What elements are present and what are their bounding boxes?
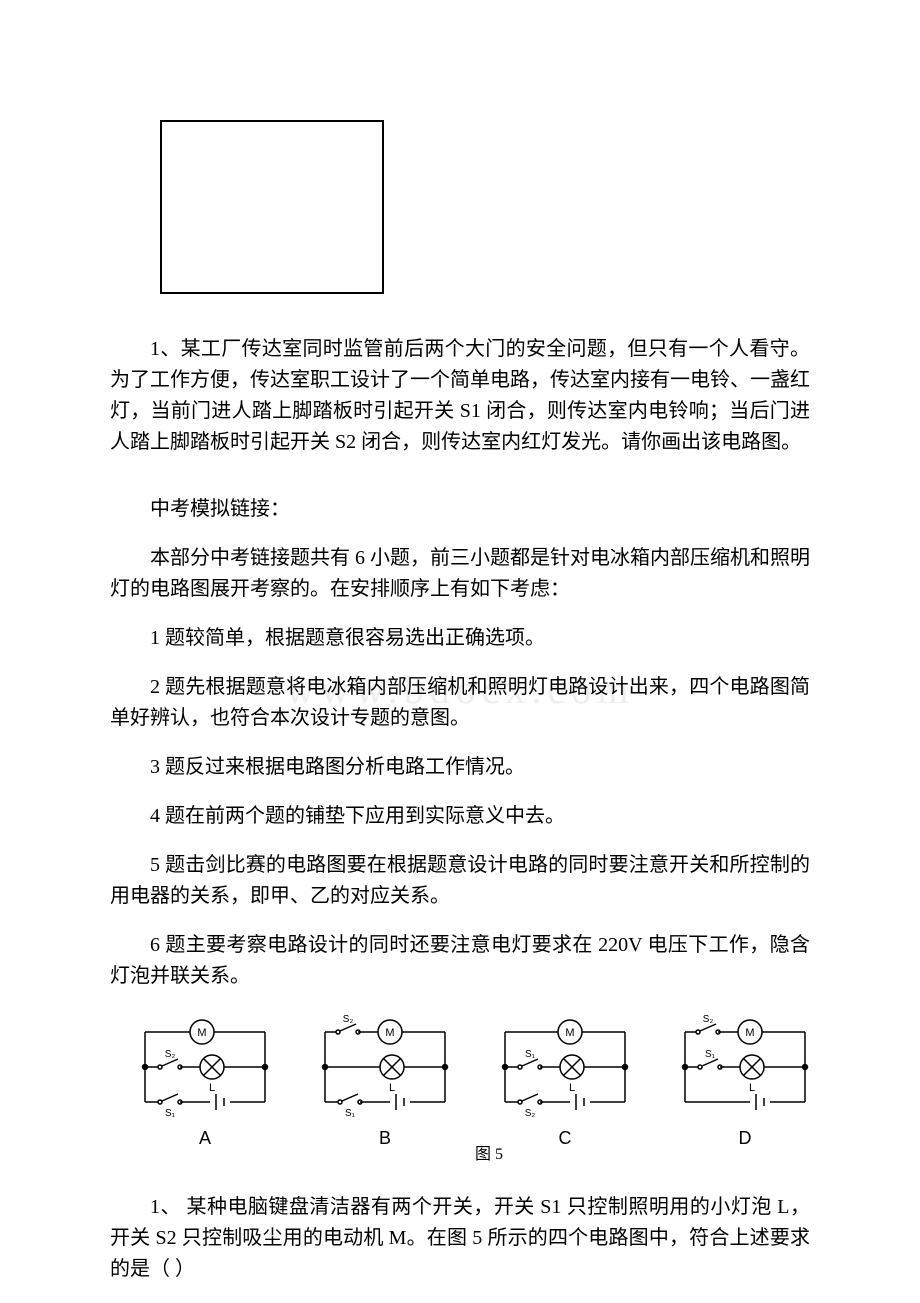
circuit-b: S₂ M L S₁ B: [310, 1012, 460, 1149]
svg-text:S₁: S₁: [705, 1049, 716, 1060]
paragraph-intro: 本部分中考链接题共有 6 小题，前三小题都是针对电冰箱内部压缩机和照明灯的电路图…: [110, 543, 810, 605]
paragraph-q1: 1、某工厂传达室同时监管前后两个大门的安全问题，但只有一个人看守。为了工作方便，…: [110, 334, 810, 458]
svg-text:M: M: [745, 1027, 754, 1039]
circuit-d: S₂ M S₁ L D: [670, 1012, 820, 1149]
paragraph-q2: 1、 某种电脑键盘清洁器有两个开关，开关 S1 只控制照明用的小灯泡 L，开关 …: [110, 1192, 810, 1285]
svg-text:S₁: S₁: [345, 1108, 356, 1119]
svg-text:S₁: S₁: [525, 1049, 536, 1060]
spacer: [0, 476, 920, 494]
svg-text:S₂: S₂: [165, 1049, 176, 1060]
paragraph-item1: 1 题较简单，根据题意很容易选出正确选项。: [110, 623, 810, 654]
circuit-a: M S₂ L S₁ A: [130, 1012, 280, 1149]
circuit-label-a: A: [130, 1128, 280, 1149]
circuit-label-c: C: [490, 1128, 640, 1149]
paragraph-item2: 2 题先根据题意将电冰箱内部压缩机和照明灯电路设计出来，四个电路图简单好辨认，也…: [110, 672, 810, 734]
paragraph-item5: 5 题击剑比赛的电路图要在根据题意设计电路的同时要注意开关和所控制的用电器的关系…: [110, 850, 810, 912]
svg-text:S₂: S₂: [703, 1014, 714, 1025]
svg-text:M: M: [197, 1027, 206, 1039]
svg-text:S₂: S₂: [343, 1014, 354, 1025]
circuit-c: M S₁ L S₂ C: [490, 1012, 640, 1149]
svg-text:L: L: [749, 1082, 755, 1094]
empty-answer-box: [160, 120, 384, 294]
svg-text:S₁: S₁: [165, 1108, 176, 1119]
paragraph-item6: 6 题主要考察电路设计的同时还要注意电灯要求在 220V 电压下工作，隐含灯泡并…: [110, 930, 810, 992]
document-page: 1、某工厂传达室同时监管前后两个大门的安全问题，但只有一个人看守。为了工作方便，…: [0, 120, 920, 1285]
figure-5: 图 5 MS₂LS₁AS₂MLS₁BMS₁LS₂CS₂MS₁LD: [110, 1012, 810, 1182]
svg-text:S₂: S₂: [525, 1108, 536, 1119]
circuit-label-b: B: [310, 1128, 460, 1149]
paragraph-item4: 4 题在前两个题的铺垫下应用到实际意义中去。: [110, 801, 810, 832]
svg-text:L: L: [389, 1082, 395, 1094]
circuit-label-d: D: [670, 1128, 820, 1149]
svg-text:M: M: [385, 1027, 394, 1039]
paragraph-item3: 3 题反过来根据电路图分析电路工作情况。: [110, 752, 810, 783]
paragraph-heading: 中考模拟链接：: [110, 494, 810, 525]
svg-text:L: L: [209, 1082, 215, 1094]
svg-text:L: L: [569, 1082, 575, 1094]
svg-text:M: M: [565, 1027, 574, 1039]
